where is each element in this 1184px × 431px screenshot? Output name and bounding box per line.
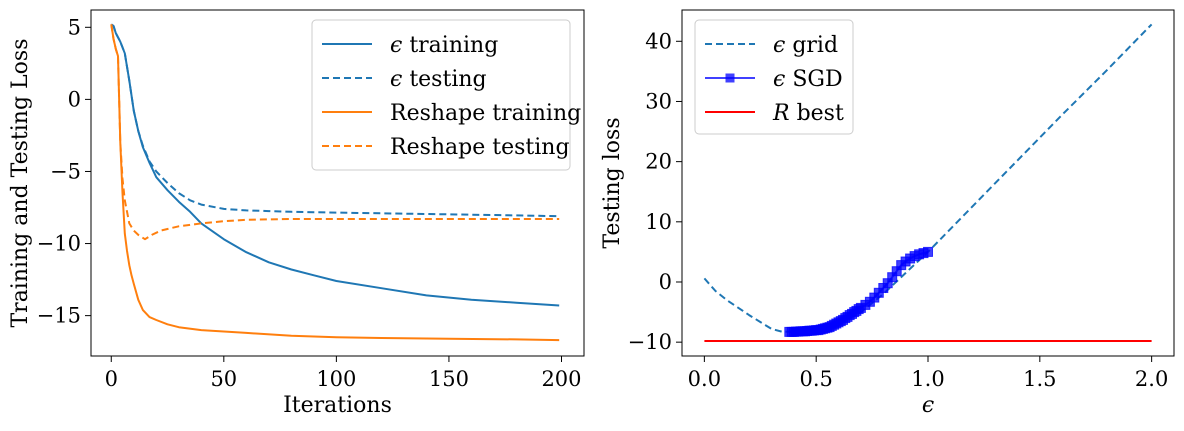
y-tick-label: −15 [37, 304, 81, 328]
x-tick-label: 0.0 [688, 367, 721, 391]
chart-panel-2: 0.0 0.5 1.0 1.5 2.0 40 30 20 10 0 −10 ϵ Testing loss… [600, 9, 1175, 418]
y-tick-label: 10 [645, 210, 672, 234]
x-tick-label: 0 [105, 367, 118, 391]
legend-entry: R best [772, 101, 844, 126]
y-axis-label: Testing loss [600, 117, 625, 248]
legend-entry: ϵ grid [773, 33, 838, 58]
x-axis-label: ϵ [922, 393, 934, 418]
legend-box [694, 19, 854, 135]
plot-area [703, 23, 1153, 342]
x-tick-label: 1.5 [1023, 367, 1056, 391]
y-tick-label: 40 [645, 29, 672, 53]
legend: ϵ training ϵ testing Reshape training Resha… [311, 19, 581, 171]
series-line-2 [110, 23, 560, 218]
legend: ϵ grid ϵ SGD R best [694, 19, 854, 135]
x-tick-label: 0.5 [799, 367, 832, 391]
x-tick-label: 50 [210, 367, 237, 391]
x-tick-label: 150 [429, 367, 469, 391]
plot-area [110, 23, 560, 342]
legend-entry: Reshape testing [390, 135, 570, 160]
y-tick-label: −5 [50, 159, 81, 183]
x-tick-label: 100 [316, 367, 356, 391]
series-marker [923, 246, 933, 257]
legend-box [311, 19, 571, 171]
legend-marker [725, 73, 735, 83]
y-tick-label: 0 [659, 270, 672, 294]
y-tick-label: 30 [645, 89, 672, 113]
x-tick-label: 1.0 [911, 367, 944, 391]
axes-frame [90, 9, 585, 357]
legend-entry: ϵ testing [390, 67, 487, 92]
y-tick-label: 0 [68, 87, 81, 111]
y-tick-label: 20 [645, 150, 672, 174]
legend-entry: ϵ training [390, 33, 498, 58]
legend-entry: Reshape training [390, 101, 581, 126]
legend-entry: ϵ SGD [773, 67, 843, 92]
x-tick-label: 2.0 [1135, 367, 1168, 391]
chart-panel-1: 0 50 100 150 20050−5−10−15IterationsTraining… [8, 9, 585, 418]
y-tick-label: 5 [68, 15, 81, 39]
y-axis-label: Training and Testing Loss [8, 39, 33, 328]
y-tick-label: −10 [37, 232, 81, 256]
y-tick-label: −10 [628, 330, 672, 354]
x-axis-label: Iterations [283, 393, 392, 418]
x-tick-label: 200 [541, 367, 581, 391]
